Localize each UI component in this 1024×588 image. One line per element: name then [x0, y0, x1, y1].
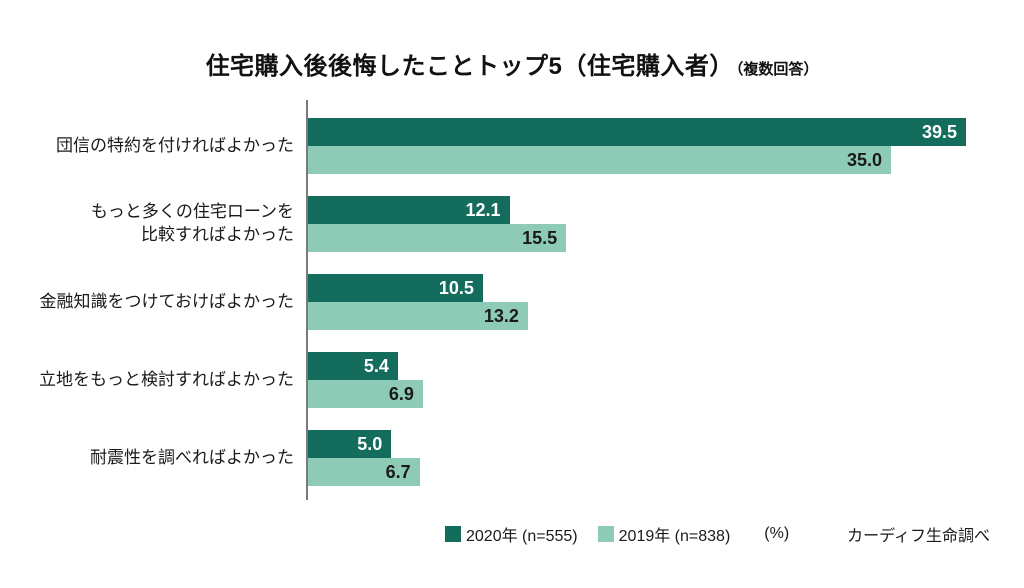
category-label: 耐震性を調べればよかった	[90, 447, 294, 467]
bar-2020: 10.5	[308, 274, 483, 302]
bar-pair: 5.4 6.9	[308, 352, 991, 408]
bar-2019: 13.2	[308, 302, 528, 330]
value-label: 5.0	[357, 434, 383, 454]
bar-2019: 6.9	[308, 380, 423, 408]
category-label: 立地をもっと検討すればよかった	[39, 369, 294, 389]
bar-group: もっと多くの住宅ローンを 比較すればよかった 12.1 15.5	[0, 196, 991, 252]
bar-groups: 団信の特約を付ければよかった 39.5 35.0 もっと多くの住宅ローンを 比較すれば…	[0, 118, 991, 508]
chart-legend: 2020年 (n=555) 2019年 (n=838) (%) カーディフ生命調…	[445, 522, 990, 546]
legend-unit-percent: (%)	[764, 525, 790, 542]
value-label: 6.7	[385, 462, 411, 482]
bar-pair: 39.5 35.0	[308, 118, 991, 174]
bar-pair: 5.0 6.7	[308, 430, 991, 486]
bar-group: 耐震性を調べればよかった 5.0 6.7	[0, 430, 991, 486]
value-label: 10.5	[438, 278, 474, 298]
y-axis-line	[306, 100, 308, 500]
value-label: 12.1	[465, 200, 501, 220]
legend-swatch-2019	[597, 526, 614, 542]
value-label: 6.9	[388, 384, 414, 404]
bar-2020: 12.1	[308, 196, 510, 224]
bar-2020: 5.4	[308, 352, 398, 380]
value-label: 39.5	[921, 122, 957, 142]
bar-2019: 35.0	[308, 146, 892, 174]
legend-label-2020: 2020年 (n=555)	[466, 528, 578, 545]
category-label: 団信の特約を付ければよかった	[56, 135, 294, 155]
value-label: 5.4	[363, 356, 389, 376]
value-label: 35.0	[847, 150, 883, 170]
legend-label-2019: 2019年 (n=838)	[618, 528, 731, 545]
chart-title-main: 住宅購入後後悔したことトップ5（住宅購入者）	[205, 53, 734, 80]
bar-group: 金融知識をつけておけばよかった 10.5 13.2	[0, 274, 991, 330]
chart-title: 住宅購入後後悔したことトップ5（住宅購入者） （複数回答）	[0, 46, 1024, 81]
category-label: もっと多くの住宅ローンを 比較すればよかった	[90, 202, 294, 244]
value-label: 15.5	[522, 228, 558, 248]
chart-source: カーディフ生命調べ	[847, 528, 991, 545]
bar-2020: 39.5	[308, 118, 966, 146]
bar-2020: 5.0	[308, 430, 392, 458]
bar-pair: 12.1 15.5	[308, 196, 991, 252]
category-label: 金融知識をつけておけばよかった	[39, 291, 295, 311]
bar-pair: 10.5 13.2	[308, 274, 991, 330]
bar-2019: 6.7	[308, 458, 420, 486]
legend-swatch-2020	[445, 526, 461, 542]
bar-group: 団信の特約を付ければよかった 39.5 35.0	[0, 118, 991, 174]
chart-title-note: （複数回答）	[735, 61, 819, 78]
bar-group: 立地をもっと検討すればよかった 5.4 6.9	[0, 352, 991, 408]
bar-2019: 15.5	[308, 224, 567, 252]
value-label: 13.2	[483, 306, 519, 326]
